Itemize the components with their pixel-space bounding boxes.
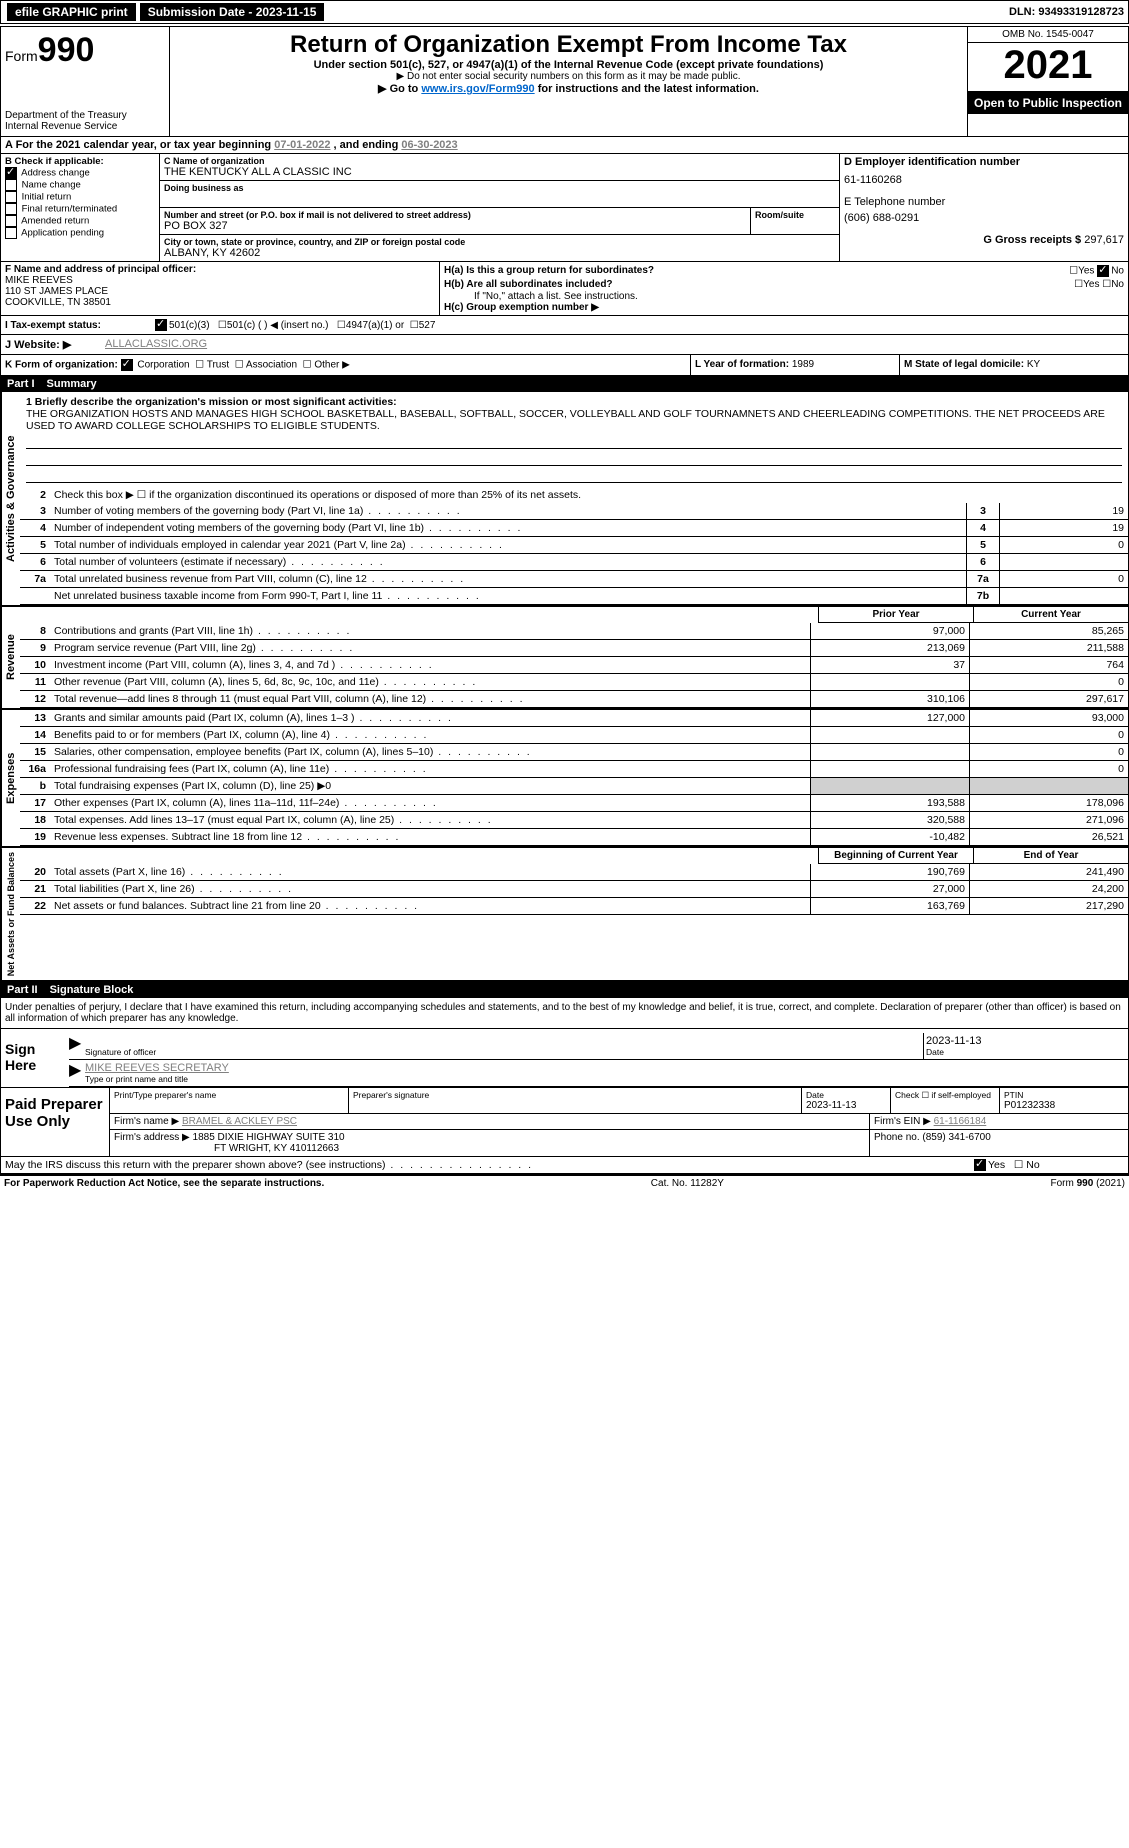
submission-btn[interactable]: Submission Date - 2023-11-15 [140, 3, 325, 21]
dln: DLN: 93493319128723 [1009, 6, 1124, 18]
officer-typed: MIKE REEVES SECRETARY [85, 1062, 1126, 1074]
form-990: Form990 Department of the Treasury Inter… [0, 26, 1129, 1175]
domicile: KY [1027, 359, 1040, 370]
omb: OMB No. 1545-0047 [968, 27, 1128, 43]
website-row: J Website: ▶ ALLACLASSIC.ORG [1, 335, 1128, 355]
group-return-no[interactable] [1097, 265, 1109, 277]
subtitle: Under section 501(c), 527, or 4947(a)(1)… [174, 59, 963, 71]
org-city: ALBANY, KY 42602 [164, 247, 835, 259]
section-b: B Check if applicable: Address change Na… [1, 154, 160, 261]
dept: Department of the Treasury [5, 110, 165, 121]
side-revenue: Revenue [1, 607, 20, 708]
firm-name: BRAMEL & ACKLEY PSC [182, 1116, 297, 1127]
check-Name change[interactable] [5, 179, 17, 191]
officer-name: MIKE REEVES [5, 275, 435, 286]
501c3-check[interactable] [155, 319, 167, 331]
irs: Internal Revenue Service [5, 121, 165, 132]
form-header: Form990 Department of the Treasury Inter… [1, 27, 1128, 137]
form-number: 990 [38, 31, 95, 69]
form-of-org: K Form of organization: Corporation ☐ Tr… [1, 355, 1128, 376]
check-Initial return[interactable] [5, 191, 17, 203]
period-end: 06-30-2023 [401, 139, 457, 151]
top-bar: efile GRAPHIC print Submission Date - 20… [0, 0, 1129, 24]
officer-addr2: COOKVILLE, TN 38501 [5, 297, 435, 308]
phone-label: E Telephone number [844, 196, 1124, 208]
tax-status: I Tax-exempt status: 501(c)(3) ☐ 501(c) … [1, 316, 1128, 335]
paid-preparer: Paid Preparer Use Only Print/Type prepar… [1, 1087, 1128, 1156]
efile-btn[interactable]: efile GRAPHIC print [7, 3, 136, 21]
ssn-warn: ▶ Do not enter social security numbers o… [174, 71, 963, 82]
check-Application pending[interactable] [5, 227, 17, 239]
open-inspection: Open to Public Inspection [968, 92, 1128, 114]
side-expenses: Expenses [1, 710, 20, 846]
sign-here: Sign Here ▶ Signature of officer 2023-11… [1, 1033, 1128, 1087]
mission-text: THE ORGANIZATION HOSTS AND MANAGES HIGH … [26, 408, 1122, 432]
phone: (606) 688-0291 [844, 212, 1124, 224]
part2-header: Part II Signature Block [1, 982, 1128, 998]
side-netassets: Net Assets or Fund Balances [1, 848, 20, 980]
section-c: C Name of organization THE KENTUCKY ALL … [160, 154, 1128, 261]
form-prefix: Form [5, 48, 38, 64]
check-Amended return[interactable] [5, 215, 17, 227]
form-title: Return of Organization Exempt From Incom… [174, 31, 963, 59]
org-name: THE KENTUCKY ALL A CLASSIC INC [164, 166, 835, 178]
section-f-h: F Name and address of principal officer:… [1, 262, 1128, 316]
part1-header: Part I Summary [1, 376, 1128, 392]
tax-year: 2021 [968, 43, 1128, 92]
mission-block: 1 Briefly describe the organization's mi… [20, 392, 1128, 487]
website[interactable]: ALLACLASSIC.ORG [105, 338, 207, 351]
penalty-text: Under penalties of perjury, I declare th… [1, 998, 1128, 1029]
check-Address change[interactable] [5, 167, 17, 179]
irs-link[interactable]: www.irs.gov/Form990 [421, 83, 534, 95]
gross-receipts: 297,617 [1084, 234, 1124, 246]
goto-line: ▶ Go to www.irs.gov/Form990 for instruct… [174, 82, 963, 95]
org-street: PO BOX 327 [164, 220, 746, 232]
discuss-yes[interactable] [974, 1159, 986, 1171]
officer-addr1: 110 ST JAMES PLACE [5, 286, 435, 297]
check-Final return/terminated[interactable] [5, 203, 17, 215]
corp-check[interactable] [121, 359, 133, 371]
tax-period: A For the 2021 calendar year, or tax yea… [1, 137, 1128, 154]
ein: 61-1160268 [844, 174, 1124, 186]
ein-label: D Employer identification number [844, 156, 1124, 168]
period-begin: 07-01-2022 [274, 139, 330, 151]
sig-date: 2023-11-13 [926, 1035, 1126, 1047]
side-governance: Activities & Governance [1, 392, 20, 605]
footer: For Paperwork Reduction Act Notice, see … [0, 1175, 1129, 1191]
year-formed: 1989 [792, 359, 814, 370]
